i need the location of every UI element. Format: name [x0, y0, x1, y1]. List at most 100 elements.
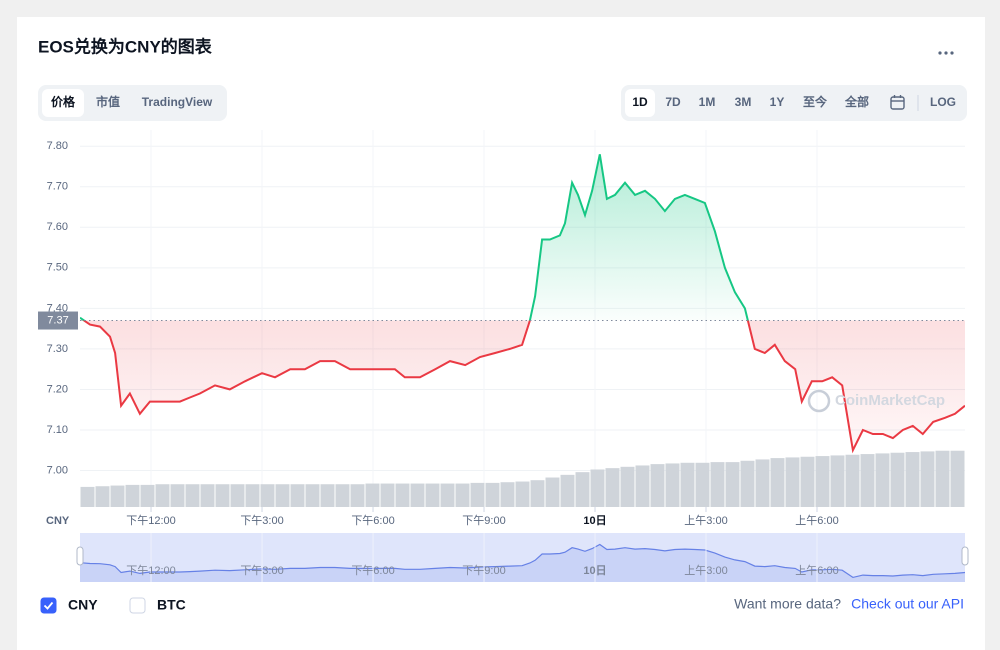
volume-bar [560, 474, 575, 507]
volume-bar [605, 468, 620, 507]
navigator-label: 下午9:00 [462, 564, 505, 577]
volume-bar [530, 480, 545, 507]
volume-bar [110, 485, 125, 507]
x-tick-label: 10日 [583, 514, 606, 527]
volume-bar [335, 484, 350, 507]
navigator-label: 上午3:00 [684, 564, 727, 577]
navigator-area [80, 544, 965, 582]
api-link[interactable]: Check out our API [851, 596, 964, 612]
area-up [80, 154, 748, 321]
volume-bar [590, 469, 605, 507]
volume-bar [860, 454, 875, 507]
volume-bar [410, 483, 425, 507]
volume-bar [635, 465, 650, 507]
volume-bar [170, 484, 185, 507]
tab[interactable]: TradingView [142, 95, 213, 109]
menu-button[interactable] [938, 51, 954, 55]
volume-bar [365, 483, 380, 507]
footer-prompt: Want more data? [734, 596, 841, 612]
tab[interactable]: 价格 [51, 94, 76, 109]
chart: 7.00 7.10 7.20 7.30 7.40 7.50 7.60 7.70 7.80 下午12… [38, 130, 969, 582]
y-tick-label: 7.10 [47, 424, 68, 436]
volume-bar [260, 484, 275, 507]
range-button[interactable]: 3M [735, 95, 752, 109]
volume-bar [485, 482, 500, 507]
area-down [80, 320, 965, 451]
checkbox[interactable] [129, 597, 146, 614]
range-button[interactable]: 1D [632, 95, 648, 109]
volume-bar [95, 486, 110, 507]
volume-bar [320, 484, 335, 507]
navigator-label: 上午6:00 [795, 564, 838, 577]
checkbox-label: BTC [157, 597, 186, 613]
tab[interactable]: 市值 [96, 94, 120, 109]
x-tick-label: 上午6:00 [795, 514, 838, 527]
volume-bar [770, 458, 785, 507]
range-button[interactable]: 至今 [803, 94, 828, 109]
navigator-handle[interactable] [76, 546, 84, 566]
volume-bar [875, 453, 890, 507]
volume-bar [155, 484, 170, 507]
range-button[interactable]: 1Y [770, 95, 785, 109]
range-button[interactable]: LOG [930, 95, 956, 109]
range-selected-bg [625, 89, 655, 117]
price-line-up [80, 154, 749, 321]
y-tick-label: 7.40 [47, 302, 68, 314]
navigator-label: 下午6:00 [351, 564, 394, 577]
navigator-handle[interactable] [961, 546, 969, 566]
volume-bar [755, 459, 770, 507]
x-tick-label: 下午12:00 [126, 514, 176, 527]
volume-bar [785, 457, 800, 507]
y-tick-label: 7.60 [47, 221, 68, 233]
x-tick-label: 下午3:00 [240, 514, 283, 527]
volume-bar [185, 484, 200, 507]
x-tick-label: 上午3:00 [684, 514, 727, 527]
y-tick-label: 7.00 [47, 464, 68, 476]
volume-bar [290, 484, 305, 507]
tab-selected-bg [42, 89, 84, 117]
navigator-line [79, 543, 966, 579]
watermark-logo [807, 389, 831, 413]
watermark: CoinMarketCap [835, 392, 945, 409]
volume-bar [245, 484, 260, 507]
range-button[interactable]: 1M [699, 95, 716, 109]
volume-bar [500, 482, 515, 507]
volume-bar [890, 452, 905, 507]
y-tick-label: 7.30 [47, 343, 68, 355]
range-bar [621, 85, 967, 121]
volume-bar [380, 483, 395, 507]
volume-bar [845, 454, 860, 507]
volume-bar [455, 483, 470, 507]
tab-bar [38, 85, 227, 121]
title: EOS兑换为CNY的图表 [38, 36, 213, 56]
volume-bar [440, 483, 455, 507]
calendar-icon[interactable] [890, 95, 905, 110]
checkmark [43, 601, 54, 610]
volume-bar [125, 484, 140, 507]
range-button[interactable]: 全部 [844, 94, 869, 109]
volume-bar [935, 450, 950, 507]
range-button[interactable]: 7D [665, 95, 681, 109]
volume-bar [425, 483, 440, 507]
volume-bar [695, 462, 710, 507]
reference-label-bg [38, 311, 78, 330]
volume-bar [725, 462, 740, 507]
volume-bar [215, 484, 230, 507]
volume-bar [575, 472, 590, 507]
volume-bar [740, 460, 755, 507]
volume-bar [275, 484, 290, 507]
volume-bar [305, 484, 320, 507]
volume-bar [140, 484, 155, 507]
volume-bar [230, 484, 245, 507]
volume-bar [80, 486, 95, 507]
volume-bar [650, 464, 665, 507]
checkbox[interactable] [40, 597, 57, 614]
volume-bar [470, 482, 485, 507]
navigator-label: 10日 [583, 564, 606, 577]
volume-bar [800, 456, 815, 507]
checkbox-label: CNY [68, 597, 98, 613]
volume-bar [515, 481, 530, 507]
navigator-label: 下午12:00 [126, 564, 176, 577]
volume-bar [545, 477, 560, 507]
